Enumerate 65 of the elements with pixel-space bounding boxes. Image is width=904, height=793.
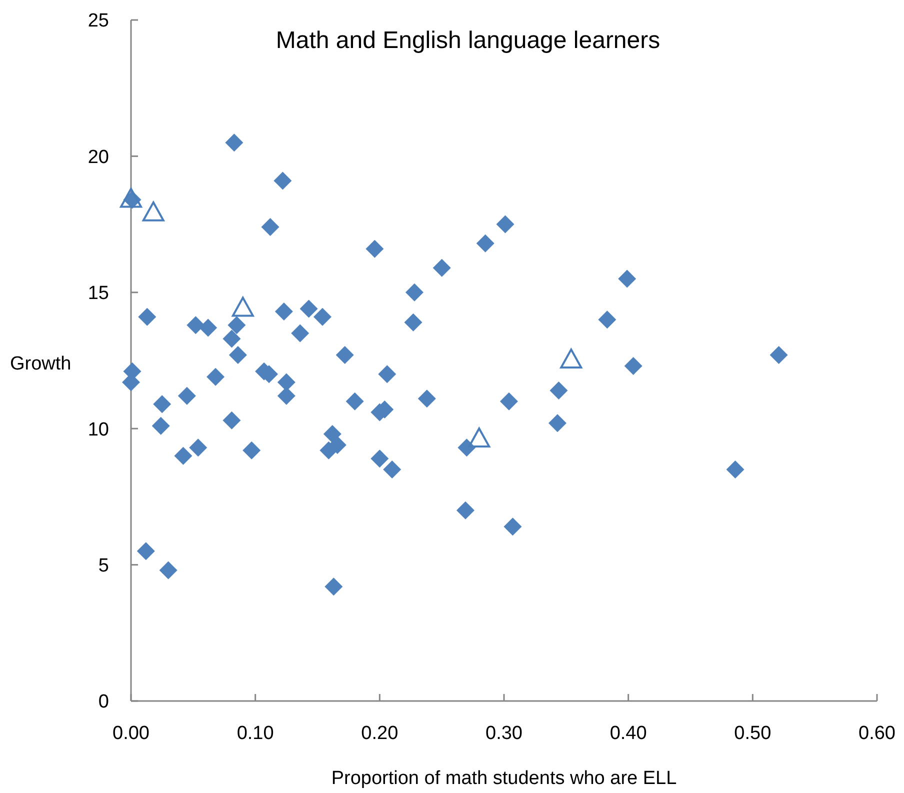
point bbox=[222, 411, 241, 430]
point bbox=[206, 368, 225, 386]
point bbox=[313, 308, 332, 326]
point bbox=[378, 365, 396, 384]
point bbox=[383, 460, 402, 478]
y-tick-label: 10 bbox=[88, 419, 109, 440]
point bbox=[136, 542, 155, 560]
x-tick-label: 0.30 bbox=[486, 723, 522, 744]
point bbox=[291, 324, 310, 342]
point bbox=[199, 318, 218, 337]
point bbox=[418, 390, 436, 408]
point bbox=[300, 300, 318, 318]
x-tick-label: 0.20 bbox=[361, 723, 398, 744]
point bbox=[186, 316, 205, 334]
point bbox=[328, 436, 346, 454]
point bbox=[500, 392, 518, 410]
point bbox=[274, 302, 293, 320]
point bbox=[228, 316, 246, 334]
y-tick-label: 20 bbox=[88, 146, 109, 168]
chart-title: Math and English language learners bbox=[276, 27, 660, 54]
x-tick-label: 0.00 bbox=[112, 723, 150, 744]
point bbox=[405, 283, 424, 302]
point bbox=[624, 356, 642, 375]
y-tick-label: 5 bbox=[98, 555, 109, 576]
point bbox=[242, 441, 261, 460]
point bbox=[598, 310, 616, 329]
y-tick-label: 25 bbox=[88, 10, 109, 32]
point bbox=[222, 330, 241, 348]
point bbox=[476, 234, 494, 252]
point bbox=[432, 258, 451, 277]
point bbox=[189, 438, 208, 457]
point bbox=[153, 395, 172, 414]
point bbox=[152, 416, 170, 435]
point bbox=[346, 392, 364, 410]
x-axis-title: Proportion of math students who are ELL bbox=[331, 768, 677, 789]
point bbox=[225, 134, 244, 152]
point bbox=[548, 414, 566, 432]
x-tick-label: 0.40 bbox=[610, 723, 647, 744]
point bbox=[323, 425, 342, 444]
point bbox=[261, 218, 280, 236]
point bbox=[456, 501, 474, 520]
point bbox=[370, 450, 389, 468]
point bbox=[174, 446, 192, 465]
point bbox=[228, 346, 247, 364]
point bbox=[159, 561, 178, 580]
point bbox=[726, 460, 744, 478]
point bbox=[404, 313, 422, 332]
point bbox=[274, 172, 292, 190]
x-tick-label: 0.10 bbox=[236, 723, 274, 744]
point bbox=[366, 240, 384, 258]
y-axis-title: Growth bbox=[10, 354, 72, 375]
point bbox=[504, 518, 522, 536]
x-tick-label: 0.50 bbox=[734, 723, 772, 744]
y-tick-label: 0 bbox=[98, 692, 109, 713]
point bbox=[277, 373, 296, 392]
y-tick-label: 15 bbox=[88, 283, 109, 304]
point bbox=[324, 578, 343, 596]
point bbox=[770, 346, 788, 364]
point bbox=[178, 386, 196, 405]
point bbox=[336, 346, 354, 364]
point bbox=[138, 308, 156, 326]
point bbox=[618, 270, 636, 288]
x-tick-label: 0.60 bbox=[858, 723, 896, 744]
point bbox=[496, 215, 514, 234]
point bbox=[550, 381, 568, 400]
